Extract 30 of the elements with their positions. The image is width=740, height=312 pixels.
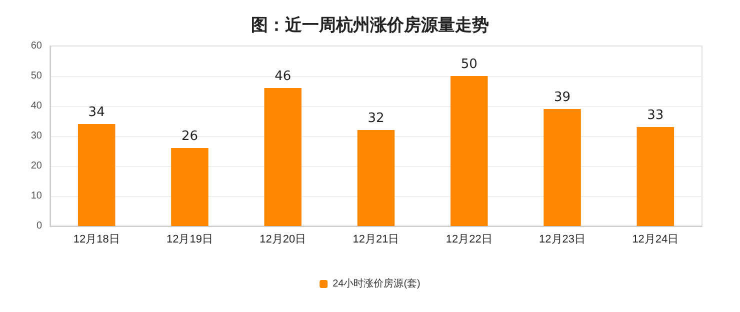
- x-tick-label: 12月19日: [166, 234, 213, 246]
- legend-label: 24小时涨价房源(套): [332, 278, 420, 290]
- data-label: 46: [274, 69, 292, 84]
- data-label: 39: [554, 90, 571, 105]
- x-tick-label: 12月20日: [260, 234, 306, 246]
- y-tick-label: 0: [36, 220, 42, 232]
- y-tick-label: 10: [30, 190, 42, 202]
- bar: [357, 130, 395, 226]
- data-label: 50: [460, 57, 478, 72]
- bar: [78, 124, 116, 226]
- y-tick-label: 30: [30, 130, 42, 142]
- bar: [450, 76, 488, 226]
- x-tick-label: 12月23日: [539, 234, 586, 246]
- x-tick-label: 12月21日: [352, 234, 400, 246]
- x-tick-label: 12月18日: [73, 234, 120, 246]
- bar: [171, 148, 208, 226]
- data-label: 33: [647, 108, 664, 123]
- x-tick-label: 12月22日: [446, 234, 492, 246]
- y-tick-label: 20: [30, 160, 42, 172]
- data-label: 34: [88, 105, 105, 120]
- y-tick-label: 50: [30, 70, 42, 82]
- data-label: 32: [368, 111, 384, 126]
- y-tick-label: 60: [30, 40, 42, 52]
- bar: [636, 127, 674, 226]
- y-tick-label: 40: [30, 100, 42, 112]
- chart-title: 图：近一周杭州涨价房源量走势: [251, 16, 489, 36]
- bar: [544, 109, 581, 226]
- x-tick-label: 12月24日: [632, 234, 679, 246]
- bar: [264, 88, 302, 226]
- data-label: 26: [181, 129, 198, 144]
